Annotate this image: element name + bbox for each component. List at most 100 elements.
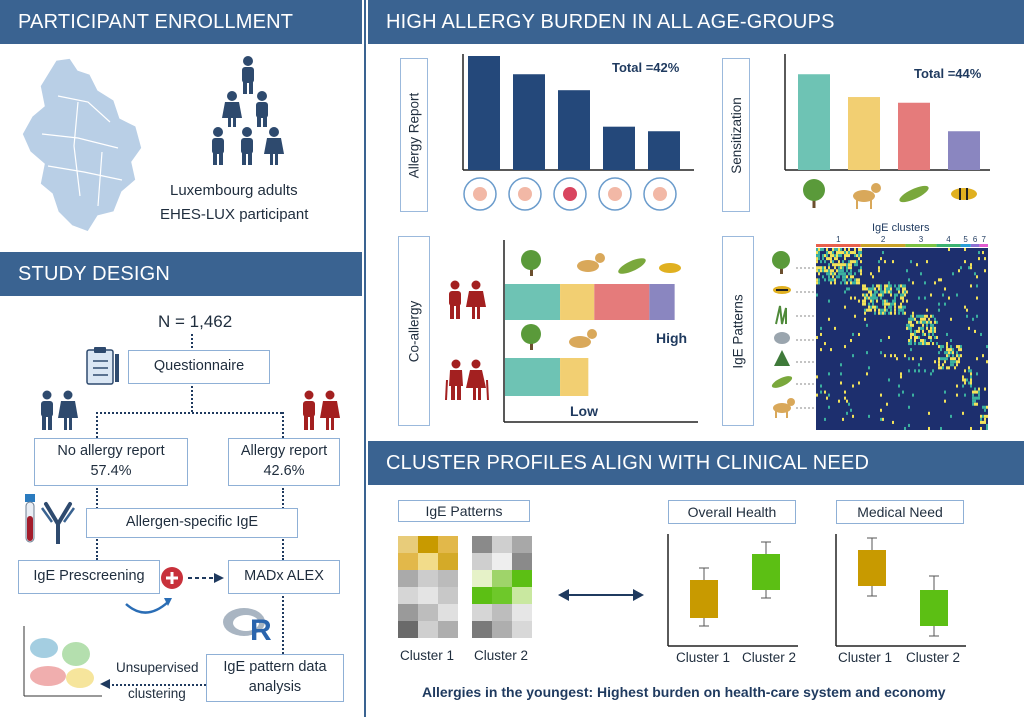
dog-icon (773, 398, 795, 418)
prescreening-box: IgE Prescreening (18, 560, 160, 594)
c1-cell-5 (438, 553, 458, 570)
ar-bar-4 (648, 131, 680, 170)
allergy-report-label: Allergy Report (406, 92, 422, 178)
c2-cell-4 (492, 553, 512, 570)
c2-cell-10 (492, 587, 512, 604)
enrollment-header: PARTICIPANT ENROLLMENT (0, 0, 362, 44)
ige-patterns-box-label: IgE Patterns (425, 502, 503, 519)
participants-icon (212, 56, 284, 165)
antibody-icon (40, 502, 76, 544)
clipboard-icon (86, 347, 119, 385)
column-divider (364, 0, 366, 717)
cluster-bar-0 (816, 244, 861, 247)
cluster-bar-4 (960, 244, 971, 247)
coallergy-high: High (656, 330, 688, 346)
analysis-line1: IgE pattern data (223, 659, 327, 676)
study-design-header: STUDY DESIGN (0, 252, 362, 296)
overall-health-box: Overall Health (668, 500, 796, 524)
r-logo-letter: R (250, 614, 272, 644)
gut-icon (598, 177, 632, 211)
cluster-bar-6 (979, 244, 988, 247)
dog-icon (853, 183, 881, 209)
sensitization-tab: Sensitization (722, 58, 750, 212)
c2-cell-14 (512, 604, 532, 621)
box-need-box-0 (858, 550, 886, 586)
box-need-box-1 (920, 590, 948, 626)
nose-icon (463, 177, 497, 211)
cluster-bar-3 (936, 244, 961, 247)
overall-health-label: Overall Health (687, 503, 777, 520)
allergen-icon-column (771, 251, 814, 418)
allergy-box: Allergy report 42.6% (228, 438, 340, 486)
c2-cell-11 (512, 587, 532, 604)
cluster-bar-2 (905, 244, 937, 247)
unsupervised-line1: Unsupervised (116, 660, 199, 675)
c1-cell-12 (398, 604, 418, 621)
c1-cell-2 (438, 536, 458, 553)
unsupervised-line2: clustering (128, 686, 186, 701)
c2-cell-1 (492, 536, 512, 553)
c1-cell-3 (398, 553, 418, 570)
box-health-box-0 (690, 580, 718, 618)
co-high-seg-0 (505, 284, 561, 320)
c2-cell-17 (512, 621, 532, 638)
allergy-report-total: Total =42% (612, 60, 680, 75)
co-low-seg-1 (560, 358, 589, 396)
clusters-header: CLUSTER PROFILES ALIGN WITH CLINICAL NEE… (368, 441, 1024, 485)
ar-bar-3 (603, 126, 635, 170)
adults-icon (449, 280, 486, 319)
analysis-line2: analysis (248, 679, 302, 695)
cluster-bar-5 (970, 244, 980, 247)
c1-cell-10 (418, 587, 438, 604)
ige-clusters-title: IgE clusters (872, 222, 930, 234)
health-cluster1-label: Cluster 1 (676, 650, 731, 665)
c1-cell-17 (438, 621, 458, 638)
c1-cell-7 (418, 570, 438, 587)
burden-header: HIGH ALLERGY BURDEN IN ALL AGE-GROUPS (368, 0, 1024, 44)
plus-arrow-icon (125, 567, 224, 614)
sensitization-icons (803, 179, 977, 209)
leaf-icon (899, 185, 929, 203)
tree-icon (772, 251, 790, 274)
luxembourg-map (21, 57, 143, 233)
c2-cell-7 (492, 570, 512, 587)
coallergy-chart (503, 240, 698, 423)
need-cluster2-label: Cluster 2 (906, 650, 961, 665)
c2-cell-15 (472, 621, 492, 638)
no-allergy-people-icon (41, 390, 78, 430)
blood-tube-icon (25, 494, 35, 543)
ige-patterns-label: IgE Patterns (730, 293, 746, 369)
no-allergy-label: No allergy report (57, 443, 165, 460)
medical-need-label: Medical Need (857, 503, 943, 520)
ige-heatmap (816, 248, 988, 430)
elderly-icon (445, 359, 489, 401)
ar-bar-2 (558, 90, 590, 170)
need-cluster1-label: Cluster 1 (838, 650, 893, 665)
r-logo: R (223, 608, 272, 644)
allergy-report-chart (462, 54, 694, 171)
questionnaire-box: Questionnaire (128, 350, 270, 384)
c2-cell-3 (472, 553, 492, 570)
lung-icon (643, 177, 677, 211)
c1-cell-13 (418, 604, 438, 621)
c2-cell-0 (472, 536, 492, 553)
co-low-seg-0 (505, 358, 561, 396)
pine-icon (774, 350, 790, 366)
mite-icon (774, 332, 790, 344)
ige-patterns-box: IgE Patterns (398, 500, 530, 522)
leaf-icon (771, 376, 793, 388)
clusters-title: CLUSTER PROFILES ALIGN WITH CLINICAL NEE… (386, 451, 870, 474)
enrollment-title: PARTICIPANT ENROLLMENT (18, 10, 294, 33)
sens-bar-3 (948, 131, 980, 170)
pattern-cluster2-label: Cluster 2 (474, 648, 529, 663)
questionnaire-label: Questionnaire (153, 358, 245, 375)
allergy-people-icon (303, 390, 340, 430)
overall-health-boxplot (667, 534, 798, 647)
tree-icon (803, 179, 825, 208)
co-allergen-icons (521, 250, 681, 350)
cluster-label-4: 5 (963, 235, 968, 244)
cluster-bar-1 (860, 244, 906, 247)
prescreening-label: IgE Prescreening (33, 568, 145, 585)
c1-cell-11 (438, 587, 458, 604)
co-high-seg-3 (649, 284, 675, 320)
